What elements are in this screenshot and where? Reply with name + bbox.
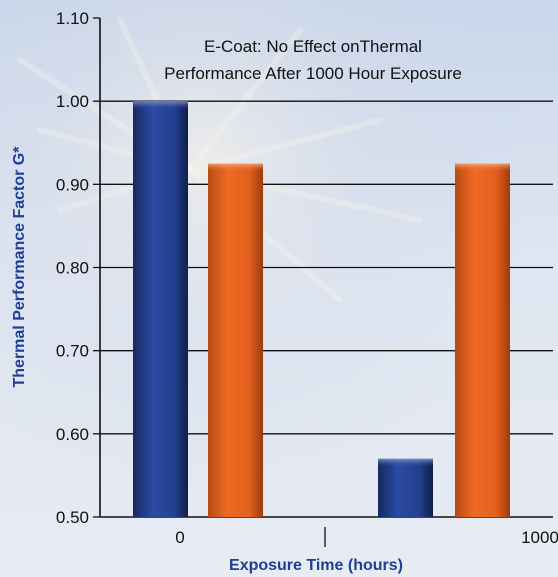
y-tick-label: 0.70 <box>56 342 89 361</box>
bar-orange-1000 <box>455 163 510 517</box>
y-tick-label: 1.10 <box>56 9 89 28</box>
y-tick-label: 0.50 <box>56 508 89 527</box>
x-tick-label: 1000 <box>521 528 558 547</box>
y-tick-label: 0.60 <box>56 425 89 444</box>
bar-blue-1000 <box>378 458 433 517</box>
y-axis-title: Thermal Performance Factor G* <box>11 146 28 388</box>
x-axis-title: Exposure Time (hours) <box>229 557 403 574</box>
bar-highlight <box>455 163 510 172</box>
bar-highlight <box>208 163 263 172</box>
y-tick-label: 0.80 <box>56 259 89 278</box>
y-tick-label: 1.00 <box>56 92 89 111</box>
bar-blue-0 <box>133 101 188 518</box>
bar-orange-0 <box>208 163 263 517</box>
y-tick-label: 0.90 <box>56 175 89 194</box>
x-tick-label: 0 <box>175 528 184 547</box>
bar-highlight <box>133 101 188 110</box>
bar-highlight <box>378 458 433 467</box>
chart-title-line-2: Performance After 1000 Hour Exposure <box>164 64 462 83</box>
chart-title-line-1: E-Coat: No Effect onThermal <box>204 37 422 56</box>
